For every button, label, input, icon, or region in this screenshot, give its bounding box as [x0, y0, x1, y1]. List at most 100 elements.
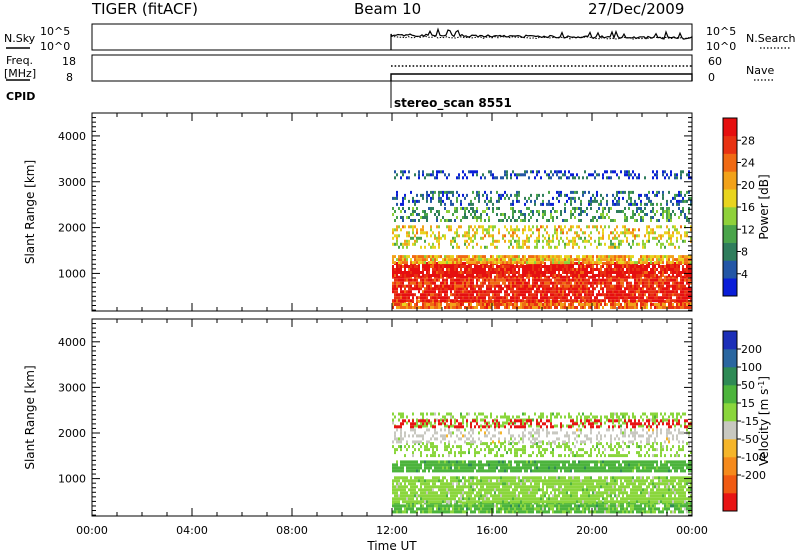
heatmap-cell — [658, 261, 660, 265]
heatmap-cell — [592, 284, 594, 288]
heatmap-cell — [542, 199, 544, 203]
heatmap-cell — [492, 497, 494, 501]
heatmap-cell — [508, 274, 510, 277]
heatmap-cell — [516, 287, 518, 291]
heatmap-cell — [614, 236, 616, 240]
heatmap-cell — [452, 245, 454, 249]
heatmap-cell — [520, 245, 522, 249]
heatmap-cell — [448, 497, 450, 501]
heatmap-cell — [434, 491, 436, 495]
heatmap-cell — [676, 296, 678, 300]
heatmap-cell — [630, 306, 632, 309]
heatmap-cell — [660, 268, 662, 271]
heatmap-cell — [434, 497, 436, 501]
heatmap-cell — [522, 231, 524, 235]
heatmap-cell — [440, 236, 442, 240]
heatmap-cell — [576, 234, 578, 238]
heatmap-cell — [598, 510, 600, 514]
heatmap-cell — [652, 293, 654, 297]
heatmap-cell — [652, 284, 654, 288]
heatmap-cell — [430, 225, 432, 229]
heatmap-cell — [480, 245, 482, 249]
heatmap-cell — [640, 271, 642, 274]
heatmap-cell — [454, 494, 456, 498]
heatmap-cell — [442, 271, 444, 274]
heatmap-cell — [450, 476, 452, 480]
heatmap-cell — [422, 265, 424, 268]
heatmap-cell — [602, 210, 604, 213]
heatmap-cell — [658, 296, 660, 300]
heatmap-cell — [400, 494, 402, 498]
heatmap-cell — [670, 278, 672, 282]
heatmap-cell — [602, 173, 604, 177]
heatmap-cell — [656, 281, 658, 285]
heatmap-cell — [548, 199, 550, 203]
heatmap-cell — [650, 228, 652, 232]
heatmap-cell — [522, 271, 524, 274]
heatmap-cell — [404, 255, 406, 259]
nsky-tick-bottom: 10^0 — [40, 40, 70, 53]
heatmap-cell — [444, 476, 446, 480]
heatmap-cell — [404, 210, 406, 213]
heatmap-cell — [416, 494, 418, 498]
heatmap-cell — [642, 261, 644, 265]
heatmap-cell — [470, 290, 472, 294]
heatmap-cell — [624, 287, 626, 291]
heatmap-cell — [682, 275, 684, 279]
heatmap-cell — [408, 239, 410, 243]
heatmap-cell — [676, 299, 678, 303]
heatmap-cell — [600, 213, 602, 216]
heatmap-cell — [572, 245, 574, 249]
heatmap-cell — [444, 255, 446, 259]
heatmap-cell — [578, 255, 580, 259]
heatmap-cell — [408, 199, 410, 203]
heatmap-cell — [690, 176, 692, 180]
heatmap-cell — [510, 193, 512, 197]
heatmap-cell — [550, 274, 552, 277]
heatmap-cell — [674, 173, 676, 177]
heatmap-cell — [582, 239, 584, 243]
heatmap-cell — [470, 510, 472, 514]
heatmap-cell — [560, 258, 562, 262]
heatmap-cell — [560, 210, 562, 213]
heatmap-cell — [446, 271, 448, 274]
heatmap-cell — [484, 504, 486, 508]
heatmap-cell — [434, 482, 436, 486]
heatmap-cell — [682, 210, 684, 213]
heatmap-cell — [622, 281, 624, 285]
heatmap-cell — [430, 303, 432, 306]
heatmap-cell — [680, 258, 682, 262]
heatmap-cell — [540, 261, 542, 265]
heatmap-cell — [534, 199, 536, 203]
heatmap-cell — [396, 507, 398, 511]
heatmap-cell — [446, 479, 448, 483]
heatmap-cell — [458, 284, 460, 288]
heatmap-cell — [598, 274, 600, 277]
heatmap-cell — [426, 274, 428, 277]
heatmap-cell — [494, 296, 496, 300]
heatmap-cell — [648, 190, 650, 194]
heatmap-cell — [622, 299, 624, 303]
heatmap-cell — [628, 306, 630, 309]
heatmap-cell — [436, 510, 438, 514]
heatmap-cell — [416, 231, 418, 235]
heatmap-cell — [426, 306, 428, 309]
heatmap-cell — [434, 261, 436, 265]
heatmap-cell — [468, 281, 470, 285]
heatmap-cell — [496, 255, 498, 259]
heatmap-cell — [446, 210, 448, 213]
heatmap-cell — [616, 173, 618, 177]
heatmap-cell — [402, 258, 404, 262]
heatmap-cell — [502, 281, 504, 285]
heatmap-cell — [454, 303, 456, 306]
heatmap-cell — [502, 234, 504, 238]
heatmap-cell — [626, 507, 628, 511]
heatmap-cell — [558, 278, 560, 282]
heatmap-cell — [514, 293, 516, 297]
heatmap-cell — [478, 482, 480, 486]
heatmap-cell — [406, 261, 408, 265]
heatmap-cell — [650, 306, 652, 309]
heatmap-cell — [558, 281, 560, 285]
heatmap-cell — [528, 265, 530, 268]
heatmap-cell — [548, 255, 550, 259]
